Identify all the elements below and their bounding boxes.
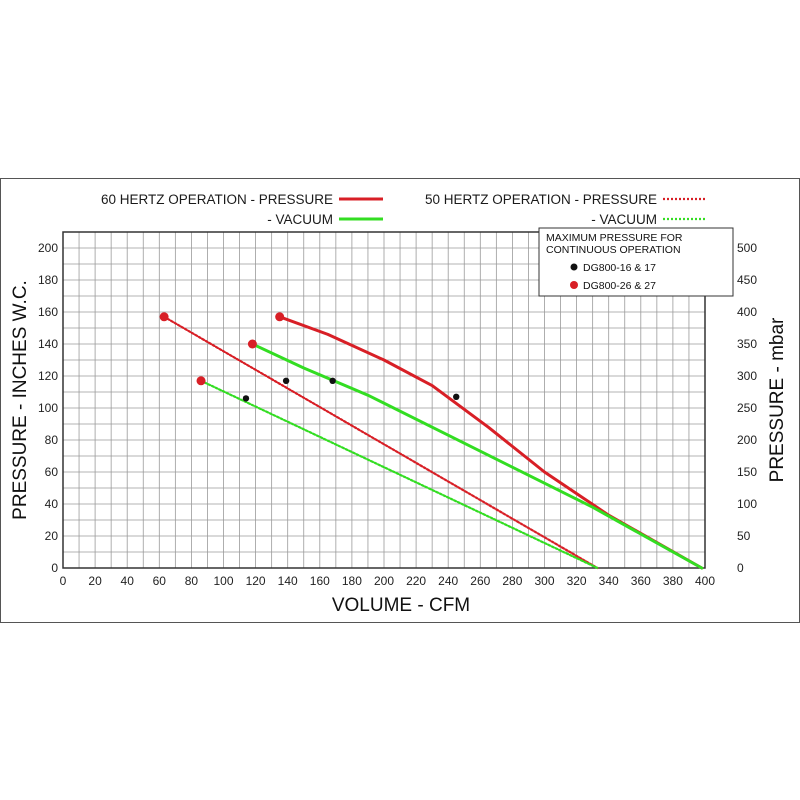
x-tick-label: 380 [663,574,683,588]
y2-tick-label: 300 [737,369,757,383]
y-tick-label: 60 [45,465,59,479]
series-line-p50 [163,315,599,570]
x-tick-label: 300 [534,574,554,588]
x-tick-label: 320 [567,574,587,588]
y2-tick-label: 0 [737,561,744,575]
y-tick-label: 80 [45,433,59,447]
series-group [163,315,704,570]
x-tick-label: 240 [438,574,458,588]
series-line-p60 [278,315,704,570]
y-tick-label: 180 [38,273,58,287]
max-pressure-marker-black [282,377,290,384]
x-tick-label: 280 [502,574,522,588]
x-tick-label: 0 [60,574,67,588]
max-pressure-marker-black [453,393,460,400]
max-pressure-marker-red [275,312,285,322]
markers-group [159,312,460,402]
legend-60hz-vacuum-label: - VACUUM [267,212,333,227]
max-pressure-marker-red [159,312,169,322]
plot-border [62,231,706,569]
max-pressure-marker-red [247,339,257,349]
marker-key-title-2: CONTINUOUS OPERATION [546,244,681,256]
marker-key-box: MAXIMUM PRESSURE FOR CONTINUOUS OPERATIO… [538,227,734,297]
marker-key-label-1: DG800-16 & 17 [583,262,656,274]
y-tick-label: 100 [38,401,58,415]
y-tick-label: 200 [38,241,58,255]
y2-tick-label: 200 [737,433,757,447]
series-line-v50 [199,379,599,570]
y2-tick-label: 250 [737,401,757,415]
legend-50hz-pressure-label: 50 HERTZ OPERATION - PRESSURE [425,192,657,207]
x-axis-title: VOLUME - CFM [332,595,470,616]
x-tick-label: 160 [310,574,330,588]
chart-frame: 60 HERTZ OPERATION - PRESSURE - VACUUM 5… [0,178,800,623]
max-pressure-marker-red [196,376,206,386]
y-axis-ticks: 0 20 40 60 80 100 120 140 160 180 200 [38,241,58,575]
y-axis-title: PRESSURE - INCHES W.C. [10,280,31,520]
series-line-v60 [250,342,704,570]
y-tick-label: 160 [38,305,58,319]
x-tick-label: 60 [153,574,167,588]
y2-tick-label: 50 [737,529,751,543]
x-tick-label: 40 [121,574,135,588]
x-tick-label: 360 [631,574,651,588]
x-tick-label: 260 [470,574,490,588]
y2-tick-label: 450 [737,273,757,287]
x-axis-ticks: 0 20 40 60 80 100 120 140 160 180 200 220 240 260 280 3… [60,574,716,588]
x-tick-label: 340 [599,574,619,588]
x-tick-label: 140 [278,574,298,588]
y2-axis-ticks: 0 50 100 150 200 250 300 350 400 450 500 [737,241,757,575]
max-pressure-marker-black [242,395,250,402]
x-tick-label: 220 [406,574,426,588]
marker-key-red-dot [570,281,578,289]
y2-tick-label: 150 [737,465,757,479]
pressure-volume-chart: 60 HERTZ OPERATION - PRESSURE - VACUUM 5… [10,192,788,616]
y2-tick-label: 350 [737,337,757,351]
y-tick-label: 40 [45,497,59,511]
x-tick-label: 400 [695,574,715,588]
x-tick-label: 100 [213,574,233,588]
y2-tick-label: 100 [737,497,757,511]
y-tick-label: 140 [38,337,58,351]
x-tick-label: 20 [88,574,102,588]
legend-50hz-vacuum-label: - VACUUM [591,212,657,227]
marker-key-title-1: MAXIMUM PRESSURE FOR [546,232,683,244]
marker-key-label-2: DG800-26 & 27 [583,280,656,292]
x-tick-label: 120 [246,574,266,588]
x-tick-label: 180 [342,574,362,588]
y2-tick-label: 400 [737,305,757,319]
y2-tick-label: 500 [737,241,757,255]
max-pressure-marker-black [329,377,336,384]
y-tick-label: 0 [51,561,58,575]
marker-key-black-dot [570,263,578,271]
x-tick-label: 200 [374,574,394,588]
x-tick-label: 80 [185,574,199,588]
legend: 60 HERTZ OPERATION - PRESSURE - VACUUM 5… [101,192,707,227]
y-tick-label: 20 [45,529,59,543]
y2-axis-title: PRESSURE - mbar [767,317,788,482]
legend-60hz-pressure-label: 60 HERTZ OPERATION - PRESSURE [101,192,333,207]
y-tick-label: 120 [38,369,58,383]
